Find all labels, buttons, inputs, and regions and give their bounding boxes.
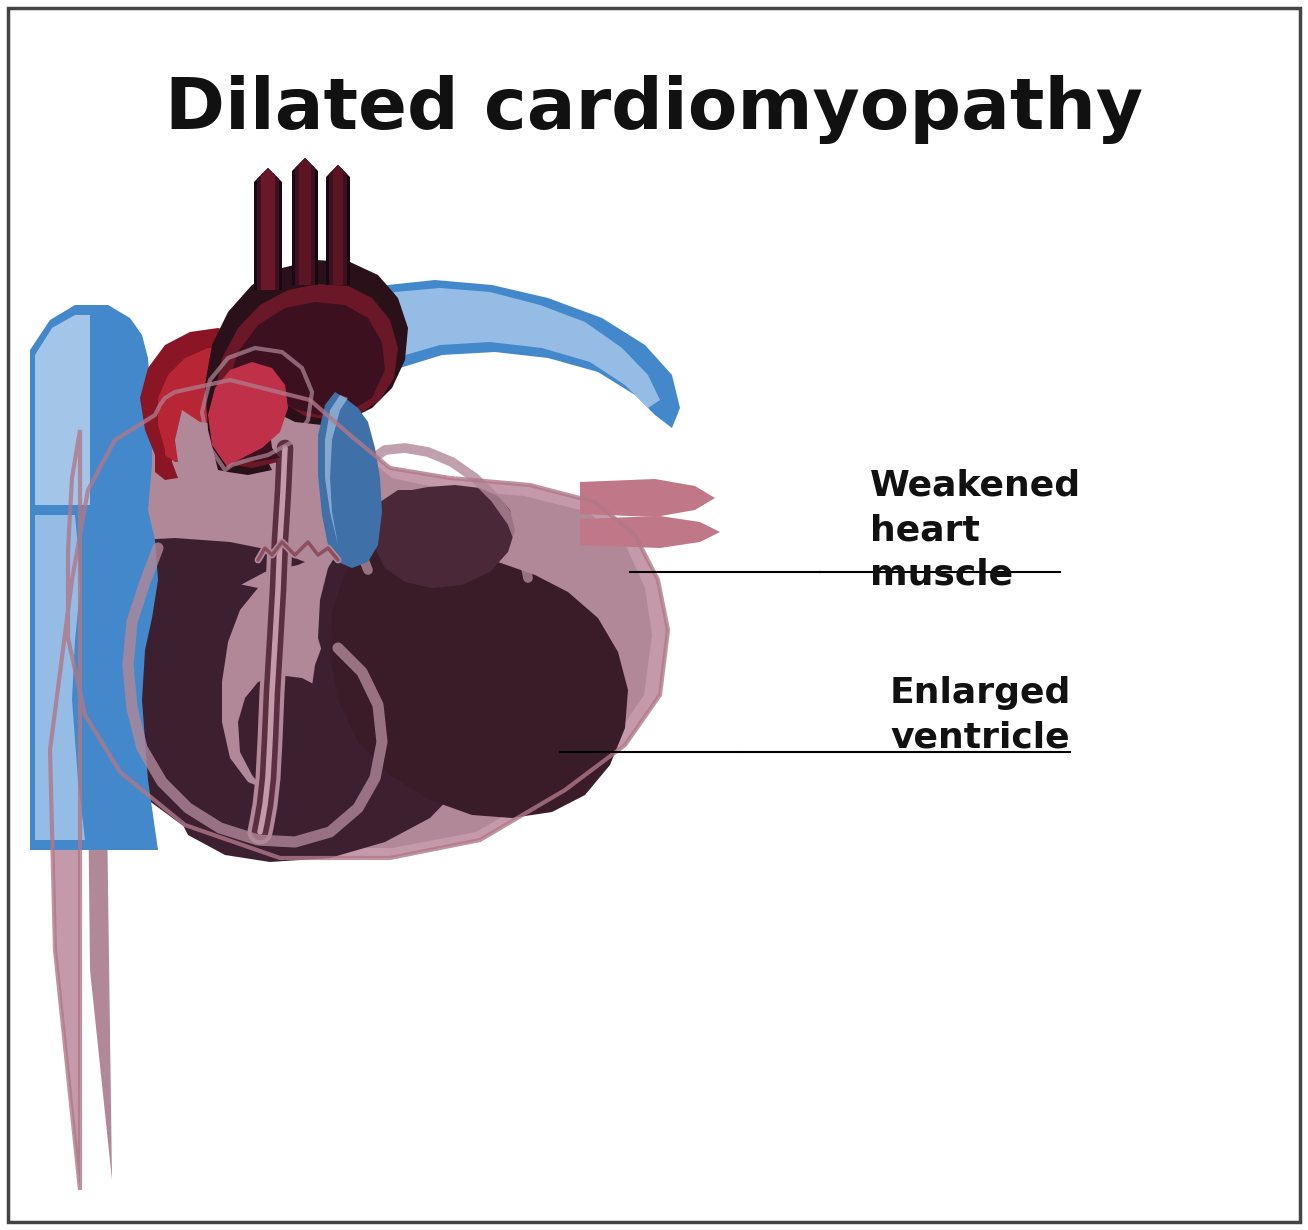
Polygon shape xyxy=(50,380,668,1189)
Polygon shape xyxy=(334,165,343,285)
Polygon shape xyxy=(99,538,354,843)
Polygon shape xyxy=(305,280,680,428)
Polygon shape xyxy=(262,169,275,290)
Polygon shape xyxy=(208,362,288,467)
Polygon shape xyxy=(254,169,283,290)
Polygon shape xyxy=(579,517,719,549)
Polygon shape xyxy=(318,530,485,720)
Polygon shape xyxy=(296,157,315,285)
Polygon shape xyxy=(330,545,628,818)
Polygon shape xyxy=(30,510,158,850)
Polygon shape xyxy=(324,395,352,562)
Polygon shape xyxy=(35,515,85,840)
Polygon shape xyxy=(30,474,118,506)
Polygon shape xyxy=(318,392,382,568)
Polygon shape xyxy=(215,284,398,467)
Polygon shape xyxy=(30,435,118,474)
Text: Enlarged
ventricle: Enlarged ventricle xyxy=(889,675,1071,754)
Polygon shape xyxy=(228,303,385,462)
Text: Weakened
heart
muscle: Weakened heart muscle xyxy=(870,469,1082,592)
Polygon shape xyxy=(292,157,318,285)
Polygon shape xyxy=(315,288,661,408)
Polygon shape xyxy=(326,165,351,285)
Polygon shape xyxy=(205,260,408,475)
Polygon shape xyxy=(579,478,715,517)
Polygon shape xyxy=(158,348,262,462)
Polygon shape xyxy=(145,572,480,862)
Polygon shape xyxy=(256,169,279,290)
Polygon shape xyxy=(371,485,515,588)
Polygon shape xyxy=(30,305,152,510)
Polygon shape xyxy=(330,165,347,285)
Text: Dilated cardiomyopathy: Dilated cardiomyopathy xyxy=(165,75,1143,144)
Polygon shape xyxy=(140,328,272,480)
Polygon shape xyxy=(30,506,118,538)
Polygon shape xyxy=(88,399,651,1180)
Polygon shape xyxy=(35,315,90,506)
Polygon shape xyxy=(300,157,311,285)
